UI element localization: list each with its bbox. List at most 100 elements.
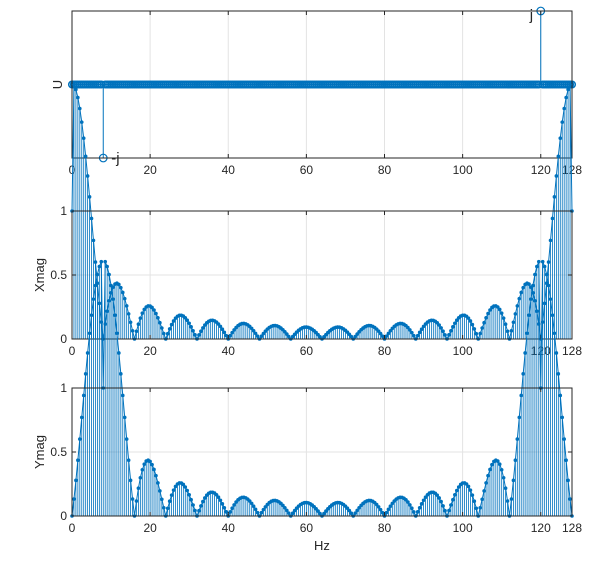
data-point <box>115 331 119 336</box>
x-tick-label: 100 <box>453 521 473 535</box>
data-point <box>214 492 219 497</box>
data-point <box>91 238 96 243</box>
y-tick-label: 0.5 <box>50 268 67 282</box>
data-point <box>285 332 289 336</box>
data-point <box>220 327 225 332</box>
data-point <box>185 318 190 323</box>
data-point <box>93 260 98 264</box>
data-point <box>443 333 447 337</box>
y-tick-label: 0 <box>60 509 67 523</box>
data-point <box>411 510 416 514</box>
data-point <box>548 297 553 301</box>
data-point <box>511 320 516 325</box>
data-point <box>347 508 352 513</box>
subplot-2: 0 20 40 60 80 100 120 128 0 0.5 1 Xmag <box>32 82 582 358</box>
data-point <box>218 324 223 329</box>
data-point <box>72 82 76 87</box>
data-point <box>122 415 127 420</box>
x-tick-label: 60 <box>300 344 314 358</box>
y-axis-label: U <box>50 80 65 89</box>
data-point <box>197 333 201 337</box>
data-point <box>105 264 109 269</box>
data-point <box>495 459 500 463</box>
data-point <box>216 495 221 500</box>
data-point <box>87 195 92 199</box>
data-point <box>540 259 545 264</box>
data-point <box>292 508 297 513</box>
data-point <box>388 504 393 509</box>
data-point <box>421 498 426 503</box>
data-point <box>517 415 522 420</box>
data-point <box>120 290 125 295</box>
data-point <box>81 393 86 398</box>
data-point <box>542 264 547 269</box>
data-point <box>435 493 440 497</box>
data-point <box>554 174 559 178</box>
data-point <box>158 489 162 493</box>
x-tick-label: 100 <box>453 163 473 177</box>
data-point <box>201 326 205 330</box>
data-point <box>191 503 195 507</box>
data-point <box>220 502 225 506</box>
data-point <box>511 478 516 483</box>
data-point <box>349 334 354 339</box>
x-tick-label: 120 <box>531 163 551 177</box>
data-point <box>216 322 221 326</box>
data-point <box>408 328 412 332</box>
data-point <box>183 315 188 320</box>
data-point <box>152 308 156 312</box>
data-point <box>523 351 527 355</box>
subplot-3: 0 20 40 60 80 100 120 128 0 0.5 1 Ymag Hz <box>32 259 582 553</box>
data-point <box>521 372 525 376</box>
data-point <box>355 508 359 513</box>
data-point <box>263 505 268 509</box>
data-point <box>468 319 473 323</box>
data-point <box>437 496 441 500</box>
data-point <box>505 329 510 334</box>
data-point <box>134 499 139 503</box>
data-point <box>78 437 82 441</box>
x-tick-label: 120 <box>531 521 551 535</box>
data-point <box>548 238 553 243</box>
data-point <box>72 497 76 501</box>
data-point <box>417 330 422 335</box>
data-point <box>470 493 475 497</box>
data-point <box>318 511 322 516</box>
data-point <box>419 502 424 506</box>
data-point <box>411 333 416 338</box>
data-point <box>183 485 188 489</box>
data-point <box>119 372 123 376</box>
data-point <box>286 511 291 515</box>
data-point <box>417 505 422 510</box>
data-point <box>353 511 358 515</box>
data-point <box>97 264 102 269</box>
data-point <box>484 481 488 485</box>
data-point <box>199 504 203 508</box>
data-point <box>232 503 236 507</box>
data-point <box>378 507 383 512</box>
data-point <box>76 458 80 463</box>
data-point <box>76 95 80 100</box>
data-point <box>480 326 484 330</box>
x-tick-label: 80 <box>378 163 392 177</box>
x-tick-label: 20 <box>143 163 157 177</box>
data-point <box>255 510 260 515</box>
data-point <box>513 458 518 463</box>
data-point <box>503 486 508 491</box>
data-point <box>189 497 193 502</box>
data-point <box>503 322 508 327</box>
data-point <box>122 296 127 301</box>
data-point <box>193 333 197 337</box>
data-point <box>527 282 531 286</box>
data-point <box>185 488 190 493</box>
data-point <box>456 485 461 489</box>
data-point <box>107 272 111 277</box>
data-point <box>499 311 504 315</box>
data-point <box>193 508 197 513</box>
data-point <box>560 415 565 420</box>
data-point <box>345 506 350 511</box>
data-point <box>533 272 537 277</box>
data-point <box>74 87 78 92</box>
data-point <box>130 497 135 501</box>
x-axis-label: Hz <box>314 538 330 553</box>
